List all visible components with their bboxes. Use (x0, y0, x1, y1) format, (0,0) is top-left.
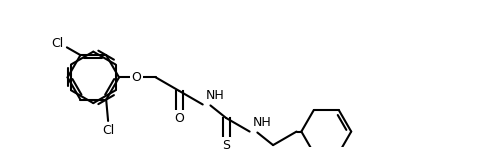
Text: S: S (222, 139, 230, 152)
Text: NH: NH (205, 89, 224, 102)
Text: O: O (131, 71, 141, 84)
Text: O: O (174, 112, 184, 124)
Text: Cl: Cl (51, 37, 63, 50)
Text: Cl: Cl (102, 124, 114, 137)
Text: NH: NH (253, 116, 271, 129)
